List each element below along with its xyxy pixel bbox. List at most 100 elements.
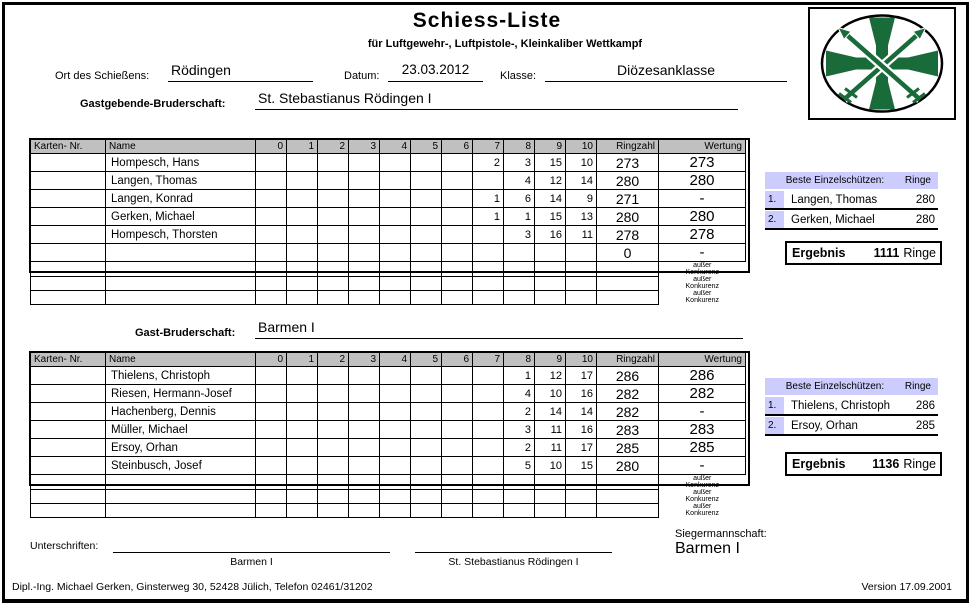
name-cell: Hompesch, Hans [105,153,256,172]
score-cell: 9 [565,189,597,208]
note-line: außer [693,276,712,283]
score-cell [255,207,287,226]
score-cell: 1 [503,207,535,226]
empty-cell [441,474,473,490]
klasse-value: Diözesanklasse [545,62,787,82]
score-cell [348,225,380,244]
score-cell: 3 [503,153,535,172]
score-cell [410,189,442,208]
empty-cell [317,502,349,518]
score-cell [472,420,504,439]
empty-cell [30,474,106,490]
empty-cell [379,502,411,518]
ort-value: Rödingen [168,62,313,82]
table-row: 0- [30,243,746,262]
empty-cell [503,261,535,277]
column-header: 9 [534,352,566,367]
score-cell [379,402,411,421]
score-cell: 4 [503,171,535,190]
karten-nr-cell [30,384,106,403]
guest-score-table: Karten- Nr. Name 0 1 2 3 4 5 6 7 8 9 10 Ringzahl Wertu… [30,352,746,518]
score-table-header-row: Karten- Nr. Name 0 1 2 3 4 5 6 7 8 9 10 Ringzahl Wertu… [30,352,746,367]
score-cell: 1 [472,189,504,208]
score-cell [286,189,318,208]
score-cell [317,243,349,262]
score-cell [410,438,442,457]
ringzahl-cell: 278 [596,225,659,244]
wertung-cell: 286 [658,366,746,385]
score-cell [348,366,380,385]
column-header: Wertung [658,352,746,367]
winner-team-value: Barmen I [675,540,740,557]
score-cell [317,171,349,190]
wertung-cell: - [658,243,746,262]
score-cell [286,366,318,385]
name-cell: Steinbusch, Josef [105,456,256,475]
wertung-cell: - [658,456,746,475]
empty-cell [441,261,473,277]
score-cell [410,243,442,262]
name-cell: Riesen, Hermann-Josef [105,384,256,403]
empty-cell [441,275,473,291]
winner-team-label: Siegermannschaft: [675,528,767,540]
wertung-cell: 282 [658,384,746,403]
column-header: Name [105,352,256,367]
empty-cell [565,474,597,490]
empty-cell [255,502,287,518]
karten-nr-cell [30,225,106,244]
score-cell [317,207,349,226]
score-cell: 1 [503,366,535,385]
score-cell [410,225,442,244]
karten-nr-cell [30,420,106,439]
karten-nr-cell [30,243,106,262]
score-cell [348,207,380,226]
rank-label: 2. [765,211,784,228]
wertung-cell: - [658,189,746,208]
empty-cell [317,261,349,277]
best-shooters-unit: Ringe [904,175,931,186]
wertung-cell: 285 [658,438,746,457]
score-cell [379,171,411,190]
note-line: Konkurenz [685,297,719,304]
score-cell [410,153,442,172]
score-table-header-row: Karten- Nr. Name 0 1 2 3 4 5 6 7 8 9 10 Ringzahl Wertu… [30,139,746,154]
empty-row: außer Konkurenz [30,275,746,291]
table-row: Hompesch, Thorsten 3 16 11 278 278 [30,225,746,244]
score-cell [255,189,287,208]
score-cell: 6 [503,189,535,208]
score-cell: 10 [534,456,566,475]
name-cell: Thielens, Christoph [105,366,256,385]
wertung-cell: 283 [658,420,746,439]
score-cell [255,171,287,190]
score-cell [472,225,504,244]
ringzahl-cell: 271 [596,189,659,208]
empty-cell [472,488,504,504]
empty-cell [534,289,566,305]
best-shooter-entry: 1. Langen, Thomas 280 [765,191,938,210]
name-cell: Hompesch, Thorsten [105,225,256,244]
empty-cell [503,502,535,518]
score-cell [317,438,349,457]
empty-cell [565,488,597,504]
empty-cell [596,261,659,277]
score-cell: 3 [503,225,535,244]
column-header: 4 [379,352,411,367]
ringzahl-cell: 0 [596,243,659,262]
empty-cell [534,488,566,504]
result-label: Ergebnis [792,457,846,471]
table-row: Thielens, Christoph 1 12 17 286 286 [30,366,746,385]
note-line: Konkurenz [685,269,719,276]
empty-cell [565,275,597,291]
score-cell [255,402,287,421]
host-score-table: Karten- Nr. Name 0 1 2 3 4 5 6 7 8 9 10 Ringzahl Wertu… [30,139,746,305]
shooter-name: Ersoy, Orhan [791,419,858,432]
score-cell: 14 [534,189,566,208]
rank-label: 2. [765,417,784,434]
column-header: 0 [255,352,287,367]
score-cell: 12 [534,366,566,385]
score-cell [565,243,597,262]
score-cell [348,243,380,262]
datum-value: 23.03.2012 [388,62,483,82]
ausser-konkurenz-note: außer Konkurenz [659,276,746,290]
column-header: 6 [441,352,473,367]
